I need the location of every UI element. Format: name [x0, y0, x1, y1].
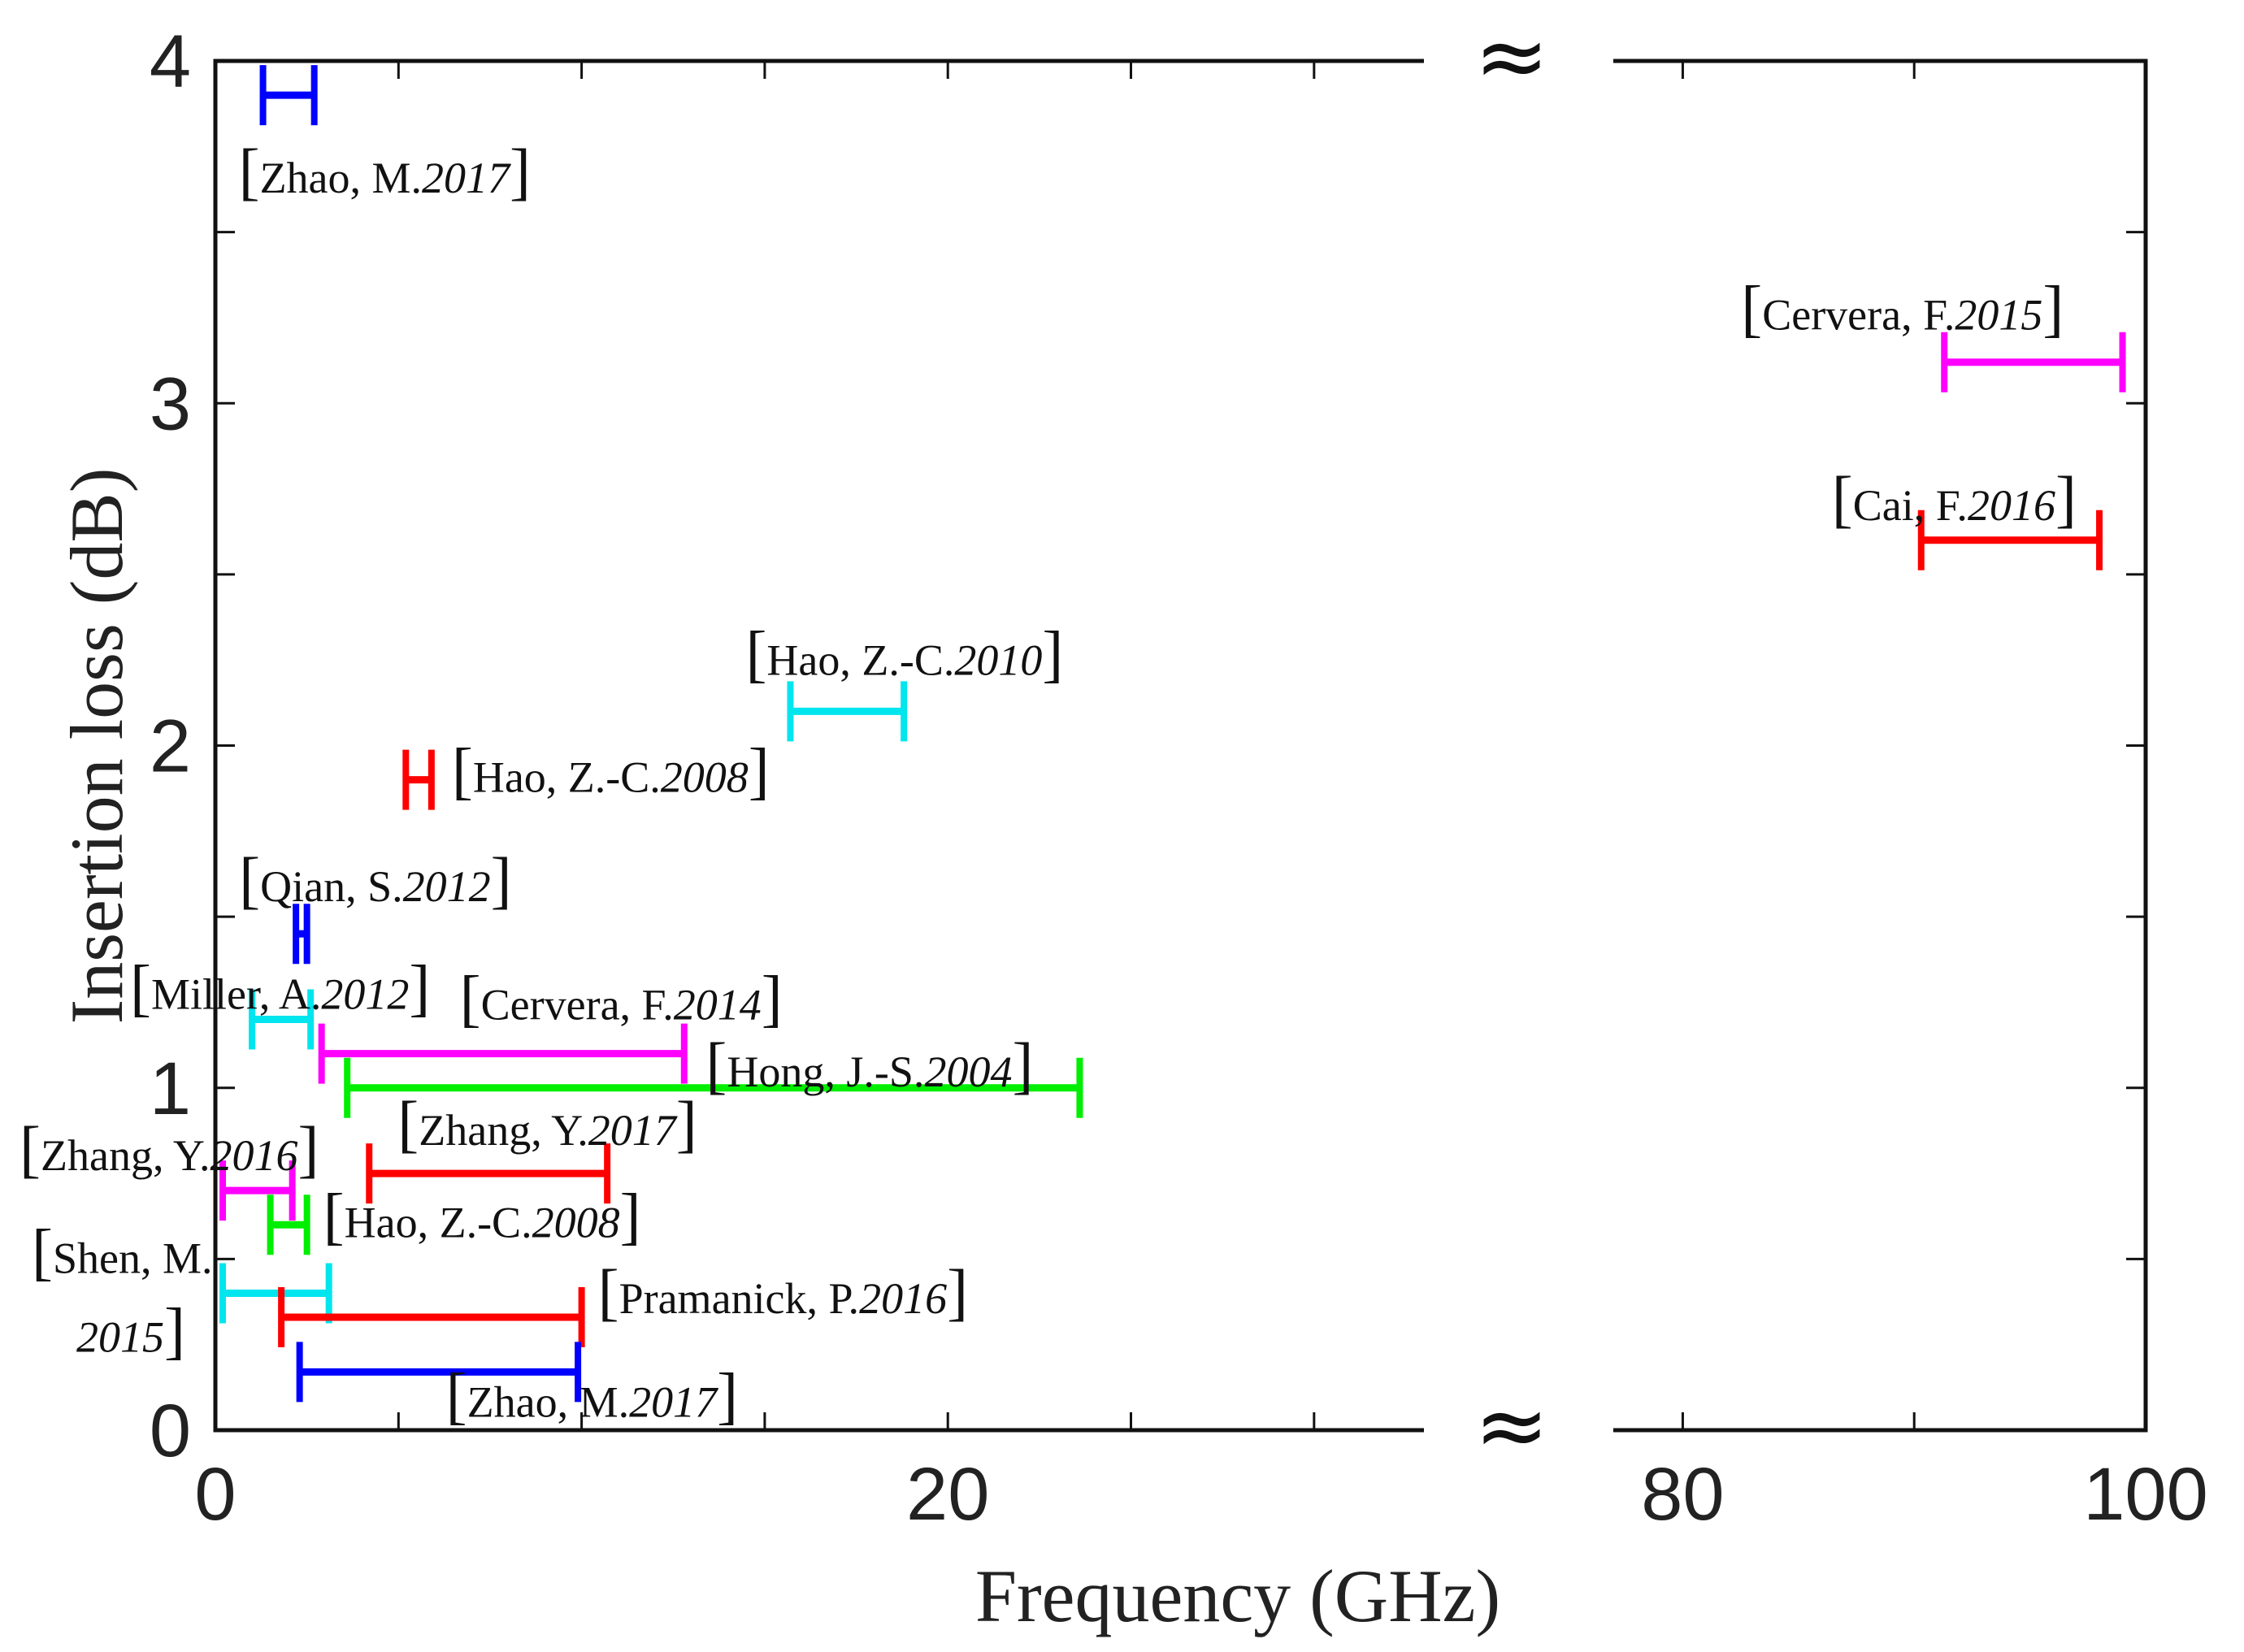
range-label: [Zhang, Y.2017]	[397, 1088, 697, 1159]
range-bar	[1941, 332, 2126, 392]
range-label-text: [Zhao, M.2017]	[446, 1359, 738, 1430]
range-label-text: [Miller, A.2012]	[130, 952, 430, 1023]
y-axis-title: Insertion loss (dB)	[55, 468, 138, 1025]
range-bar	[318, 1023, 688, 1084]
range-label: [Hao, Z.-C.2008]	[452, 735, 770, 806]
y-tick-label: 0	[150, 1390, 191, 1472]
range-bar	[259, 65, 318, 126]
x-tick-label: 80	[1641, 1453, 1724, 1536]
range-label-text: [Pramanick, P.2016]	[598, 1256, 968, 1327]
range-bar	[293, 904, 310, 965]
range-bar	[219, 1263, 332, 1324]
range-label-year: 2015]	[76, 1295, 185, 1366]
range-label: [Qian, S.2012]	[239, 844, 511, 915]
range-label-text: [Qian, S.2012]	[239, 844, 511, 915]
range-label: [Miller, A.2012]	[130, 952, 430, 1023]
range-bar	[344, 1057, 1083, 1118]
range-label-text: [Zhao, M.2017]	[239, 136, 531, 206]
range-bar	[219, 1160, 296, 1221]
range-bar	[249, 989, 315, 1050]
y-tick-label: 2	[150, 705, 191, 788]
range-label-text: [Hao, Z.-C.2010]	[745, 618, 1063, 688]
range-label-text: [Hao, Z.-C.2008]	[452, 735, 770, 806]
range-bar	[278, 1286, 585, 1347]
range-label: [Shen, M. 2015]	[32, 1216, 213, 1366]
x-tick-label: 20	[906, 1453, 989, 1536]
range-label: [Zhang, Y.2016]	[20, 1113, 319, 1184]
y-tick-label: 3	[150, 362, 191, 445]
range-bar	[787, 681, 908, 742]
x-axis-title: Frequency (GHz)	[975, 1554, 1500, 1637]
range-bar	[402, 749, 435, 810]
x-tick-label: 0	[194, 1453, 236, 1536]
range-label-text: [Cai, F.2016]	[1832, 463, 2077, 534]
x-tick-label: 100	[2083, 1453, 2208, 1536]
range-label: [Cai, F.2016]	[1832, 463, 2077, 534]
y-tick-label: 4	[150, 20, 191, 103]
axis-ticks: 0 1 2 3 4 0 20 80 100	[150, 20, 2208, 1536]
range-label: [Zhao, M.2017]	[239, 136, 531, 206]
range-label-text: [Cervera, F.2015]	[1741, 273, 2064, 344]
plot-frame: ≈≈	[213, 4, 2148, 1477]
range-label: [Hao, Z.-C.2010]	[745, 618, 1063, 688]
axis-break-top: ≈	[1474, 4, 1549, 108]
range-bar	[1917, 509, 2103, 570]
range-bar	[267, 1195, 310, 1255]
range-label: [Hao, Z.-C.2008]	[323, 1180, 641, 1251]
range-bar	[296, 1342, 582, 1403]
range-label: [Cervera, F.2015]	[1741, 273, 2064, 344]
range-label: [Hong, J.-S.2004]	[705, 1030, 1033, 1100]
axis-break-bottom: ≈	[1474, 1373, 1549, 1477]
range-label: [Zhao, M.2017]	[446, 1359, 738, 1430]
range-label-text: [Hong, J.-S.2004]	[705, 1030, 1033, 1100]
y-tick-label: 1	[150, 1047, 191, 1130]
right-panel-frame	[1613, 59, 2148, 1433]
range-label-text: [Cervera, F.2014]	[460, 963, 783, 1034]
range-label-text: [Zhang, Y.2016]	[20, 1113, 319, 1184]
range-label-text: [Zhang, Y.2017]	[397, 1088, 697, 1159]
range-label: [Pramanick, P.2016]	[598, 1256, 968, 1327]
range-bar	[366, 1143, 611, 1204]
range-labels: [Zhao, M.2017] [Cervera, F.2015] [Cai, F.2…	[20, 136, 2077, 1430]
range-label-text: [Shen, M.	[32, 1216, 213, 1287]
range-bars	[219, 65, 2126, 1403]
range-label-text: [Hao, Z.-C.2008]	[323, 1180, 641, 1251]
range-label: [Cervera, F.2014]	[460, 963, 783, 1034]
